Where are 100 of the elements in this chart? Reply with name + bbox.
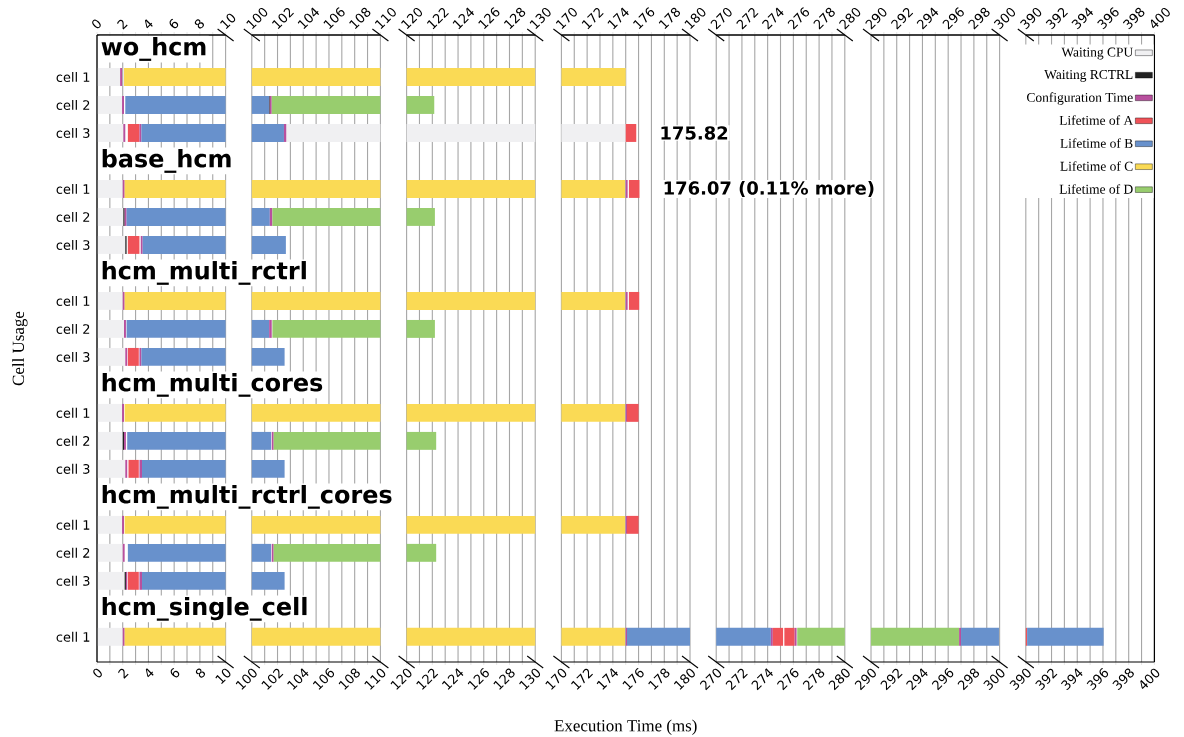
x-tick-label: 280: [839, 7, 861, 30]
bar: [127, 235, 140, 254]
x2-tick-label: 290: [854, 668, 876, 691]
x-tick-label: 110: [374, 7, 396, 30]
x2-tick-label: 4: [145, 668, 154, 678]
x-tick-label: 172: [581, 8, 604, 30]
x-tick-label: 180: [684, 7, 706, 30]
bar: [124, 291, 226, 310]
bar: [97, 68, 121, 86]
x-tick-label: 120: [401, 7, 423, 30]
legend-label: Lifetime of B: [1060, 138, 1133, 148]
bar: [127, 543, 226, 562]
bar: [97, 431, 123, 450]
annotation: 175.82: [661, 126, 728, 140]
x-tick-label: 104: [297, 7, 320, 30]
annotation: 176.07 (0.11% more): [664, 180, 874, 197]
bar: [97, 180, 123, 198]
x2-tick-label: 106: [312, 667, 335, 690]
x2-tick-label: 270: [699, 668, 722, 691]
annotation: hcm_multi_rctrl_cores: [102, 484, 392, 509]
x2-tick-label: 296: [931, 667, 954, 691]
bar: [97, 543, 123, 562]
x2-tick-label: 2: [118, 668, 129, 679]
bar: [97, 124, 124, 142]
bar: [124, 403, 226, 422]
bar: [126, 319, 226, 338]
x2-tick-label: 300: [983, 668, 1005, 691]
x2-tick-label: 172: [571, 668, 593, 690]
bar: [142, 571, 226, 590]
x-tick-label: 390: [1020, 7, 1042, 30]
x-tick-label: 270: [710, 7, 732, 30]
legend-label: Lifetime of A: [1059, 115, 1134, 125]
bar: [97, 291, 123, 310]
y-tick-label: cell 2: [56, 99, 90, 110]
y-tick-label: cell 2: [56, 323, 90, 334]
annotation: wo_hcm: [101, 37, 206, 61]
x-tick-label: 274: [762, 7, 784, 30]
legend-label: Configuration Time: [1026, 92, 1133, 105]
bar: [97, 403, 123, 422]
x2-tick-label: 298: [957, 668, 980, 691]
x2-tick-label: 124: [442, 668, 464, 690]
x-tick-label: 292: [890, 7, 914, 30]
x2-tick-label: 180: [673, 668, 695, 690]
legend-label: Waiting RCTRL: [1044, 69, 1133, 82]
legend-label: Lifetime of D: [1059, 184, 1133, 194]
x-tick-label: 392: [1045, 7, 1068, 30]
x-tick-label: 176: [633, 7, 655, 30]
legend-label: Waiting CPU: [1061, 47, 1133, 60]
bar: [141, 347, 226, 366]
x-tick-label: 8: [194, 19, 204, 29]
x2-tick-label: 174: [596, 668, 619, 690]
y-tick-label: cell 3: [56, 127, 90, 138]
x2-tick-label: 278: [802, 668, 825, 691]
x2-tick-label: 396: [1086, 667, 1109, 691]
y-tick-label: cell 2: [56, 547, 90, 558]
x-tick-label: 4: [144, 19, 153, 29]
bar: [124, 180, 226, 198]
y-tick-label: cell 2: [56, 435, 90, 446]
x2-tick-label: 176: [622, 667, 644, 690]
annotation: hcm_multi_rctrl: [102, 261, 306, 285]
x2-tick-label: 292: [880, 668, 903, 691]
x2-tick-label: 0: [93, 668, 102, 678]
x2-tick-label: 104: [287, 668, 309, 690]
y-tick-label: cell 3: [56, 463, 90, 474]
bar: [142, 459, 226, 478]
x2-tick-label: 122: [416, 668, 439, 690]
bar: [127, 431, 226, 450]
bar: [126, 207, 226, 226]
y-tick-label: cell 1: [56, 183, 90, 194]
x2-tick-label: 6: [170, 667, 180, 678]
x-tick-label: 170: [555, 7, 577, 30]
x-tick-label: 396: [1097, 7, 1119, 30]
y-tick-label: cell 3: [56, 351, 90, 362]
x-tick-label: 300: [993, 7, 1016, 30]
bar: [139, 459, 143, 478]
x2-tick-label: 130: [519, 668, 541, 690]
bar: [124, 515, 226, 534]
x-tick-label: 106: [323, 7, 345, 30]
bar: [142, 235, 226, 254]
y-tick-label: cell 3: [56, 575, 90, 586]
x-tick-label: 130: [529, 7, 551, 30]
x2-tick-label: 110: [364, 668, 386, 690]
x-tick-label: 174: [607, 7, 629, 30]
bar: [128, 459, 139, 478]
y-tick-label: cell 1: [56, 519, 90, 530]
x-tick-label: 398: [1122, 7, 1145, 30]
x-tick-label: 2: [117, 19, 128, 30]
x2-tick-label: 394: [1060, 668, 1083, 691]
x2-tick-label: 280: [828, 668, 850, 691]
annotation: hcm_multi_cores: [102, 373, 323, 397]
x2-tick-label: 102: [261, 668, 284, 690]
x-tick-label: 102: [272, 7, 294, 30]
x2-tick-label: 274: [751, 668, 773, 691]
x-tick-label: 108: [349, 7, 371, 30]
bar: [139, 571, 143, 590]
x2-tick-label: 276: [777, 667, 799, 691]
legend-label: Lifetime of C: [1060, 161, 1133, 171]
x2-tick-label: 126: [467, 667, 489, 690]
annotation: base_hcm: [102, 149, 231, 173]
x-tick-label: 126: [478, 7, 500, 30]
